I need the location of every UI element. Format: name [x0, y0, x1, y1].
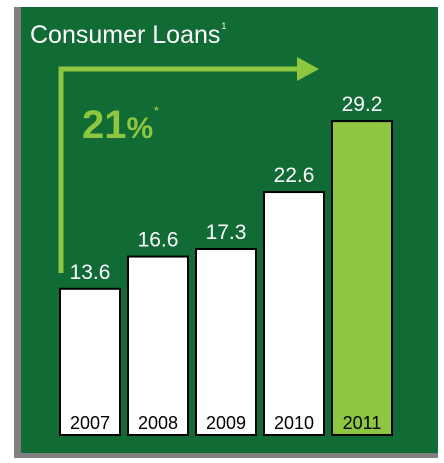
growth-arrow-head	[297, 57, 319, 81]
growth-unit: %	[127, 112, 154, 145]
bar-2007	[59, 287, 121, 436]
value-label-2011: 29.2	[342, 93, 383, 116]
value-label-2008: 16.6	[138, 229, 179, 252]
value-label-2009: 17.3	[206, 221, 247, 244]
value-label-2007: 13.6	[70, 261, 111, 284]
value-label-2010: 22.6	[274, 164, 315, 187]
chart-title: Consumer Loans1	[30, 21, 226, 49]
growth-annotation: 21%*	[82, 103, 159, 147]
growth-value: 21	[82, 103, 127, 147]
category-label-2009: 2009	[206, 413, 246, 433]
chart-panel: Consumer Loans1 21%* 13.6 16.6 17.3 22.6 29.…	[21, 7, 438, 453]
bar-2009	[195, 248, 257, 436]
bar-chart: Consumer Loans1 21%* 13.6 16.6 17.3 22.6 29.…	[21, 7, 438, 453]
category-label-2011: 2011	[343, 413, 382, 433]
bars	[59, 120, 393, 436]
bar-2010	[263, 191, 325, 436]
category-label-2007: 2007	[70, 413, 110, 433]
category-labels: 2007 2008 2009 2010 2011	[70, 413, 381, 433]
growth-arrow-line	[58, 66, 311, 273]
value-labels: 13.6 16.6 17.3 22.6 29.2	[70, 93, 383, 284]
growth-arrow	[58, 66, 311, 273]
growth-footnote: *	[154, 105, 159, 117]
title-footnote: 1	[221, 21, 226, 31]
bar-2011	[331, 120, 393, 436]
category-label-2008: 2008	[138, 413, 178, 433]
category-label-2010: 2010	[274, 413, 314, 433]
bar-2008	[127, 255, 189, 436]
